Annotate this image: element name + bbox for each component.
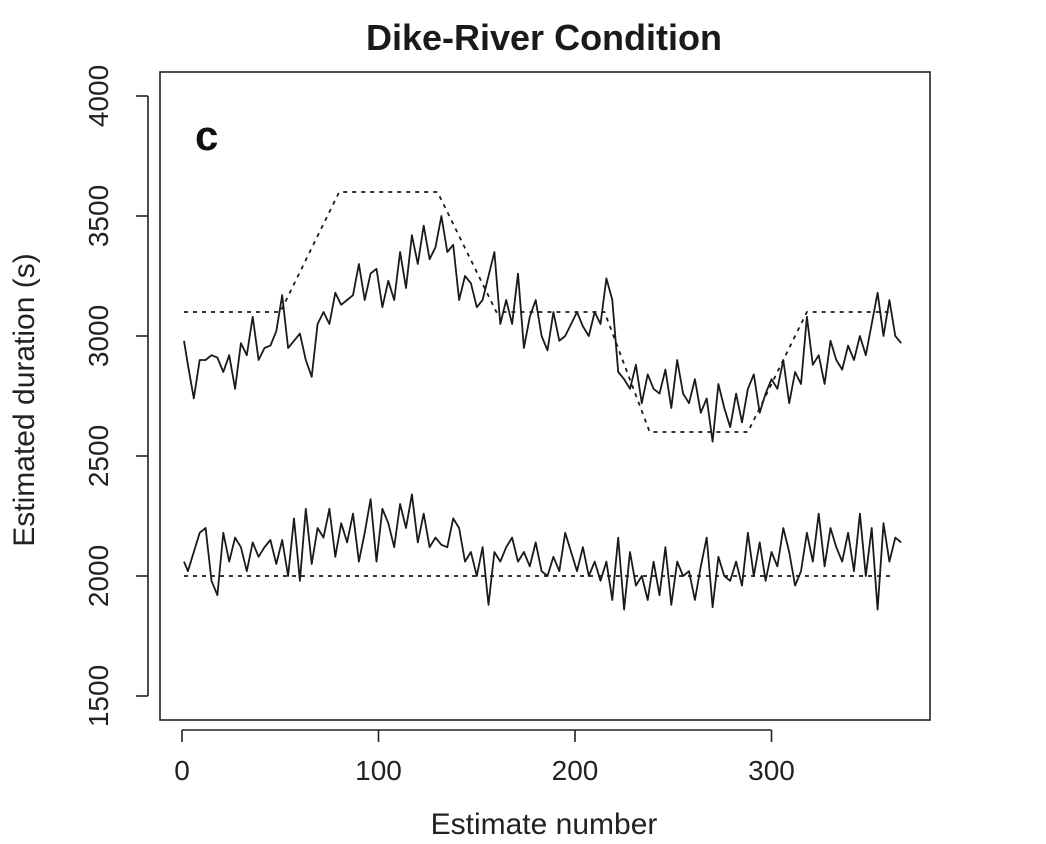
y-tick-label: 3000 [83, 305, 114, 367]
y-tick-label: 1500 [83, 665, 114, 727]
estimate-line-3 [183, 493, 902, 611]
y-tick-label: 4000 [83, 65, 114, 127]
plot-frame [159, 71, 931, 721]
y-tick-label: 2500 [83, 425, 114, 487]
chart-title: Dike-River Condition [366, 17, 722, 58]
x-axis: 0 100 200 300 [174, 729, 795, 786]
x-tick-label: 0 [174, 755, 190, 786]
x-axis-title: Estimate number [431, 808, 658, 841]
series-layer [183, 191, 902, 611]
x-tick-label: 200 [552, 755, 599, 786]
x-tick-label: 100 [355, 755, 402, 786]
x-tick-label: 300 [748, 755, 795, 786]
estimate-line-1 [183, 215, 902, 443]
y-tick-label: 3500 [83, 185, 114, 247]
y-tick-label: 2000 [83, 545, 114, 607]
panel-label: c [195, 112, 218, 159]
y-axis: 1500 2000 2500 3000 3500 4000 [83, 65, 149, 727]
y-axis-title: Estimated duration (s) [8, 253, 41, 546]
reference-line-0 [184, 191, 894, 433]
